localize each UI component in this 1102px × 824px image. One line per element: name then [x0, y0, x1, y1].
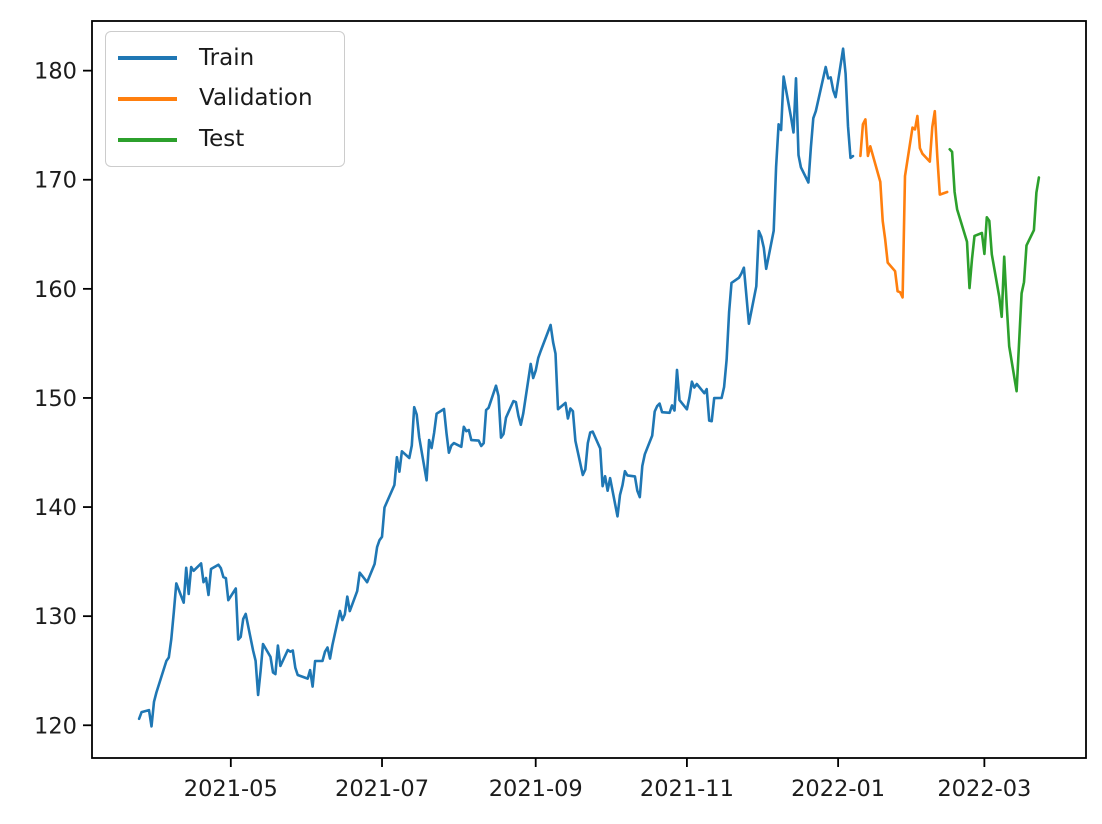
y-tick-label: 140 — [34, 495, 77, 521]
legend-item-train: Train — [118, 38, 344, 78]
y-tick-label: 180 — [34, 59, 77, 85]
x-tick-label: 2022-01 — [791, 776, 885, 802]
legend-label-validation: Validation — [199, 85, 313, 112]
axes-spines — [91, 20, 1087, 759]
train-line-swatch — [118, 56, 177, 61]
x-tick-label: 2021-09 — [489, 776, 583, 802]
x-tick-label: 2021-11 — [640, 776, 734, 802]
y-tick-label: 170 — [34, 168, 77, 194]
legend: Train Validation Test — [105, 31, 345, 167]
legend-item-test: Test — [118, 120, 344, 160]
y-tick-label: 130 — [34, 604, 77, 630]
legend-label-test: Test — [199, 126, 245, 153]
legend-label-train: Train — [199, 44, 255, 71]
y-tick-label: 160 — [34, 277, 77, 303]
test-series-line — [948, 148, 1041, 393]
x-tick-label: 2021-07 — [335, 776, 429, 802]
y-tick-label: 120 — [34, 713, 77, 739]
legend-item-validation: Validation — [118, 79, 344, 119]
validation-line-swatch — [118, 96, 177, 101]
test-line-swatch — [118, 137, 177, 142]
x-tick-label: 2021-05 — [184, 776, 278, 802]
train-series-line — [137, 47, 855, 728]
x-tick-label: 2022-03 — [937, 776, 1031, 802]
y-tick-label: 150 — [34, 386, 77, 412]
validation-series-line — [859, 109, 949, 299]
